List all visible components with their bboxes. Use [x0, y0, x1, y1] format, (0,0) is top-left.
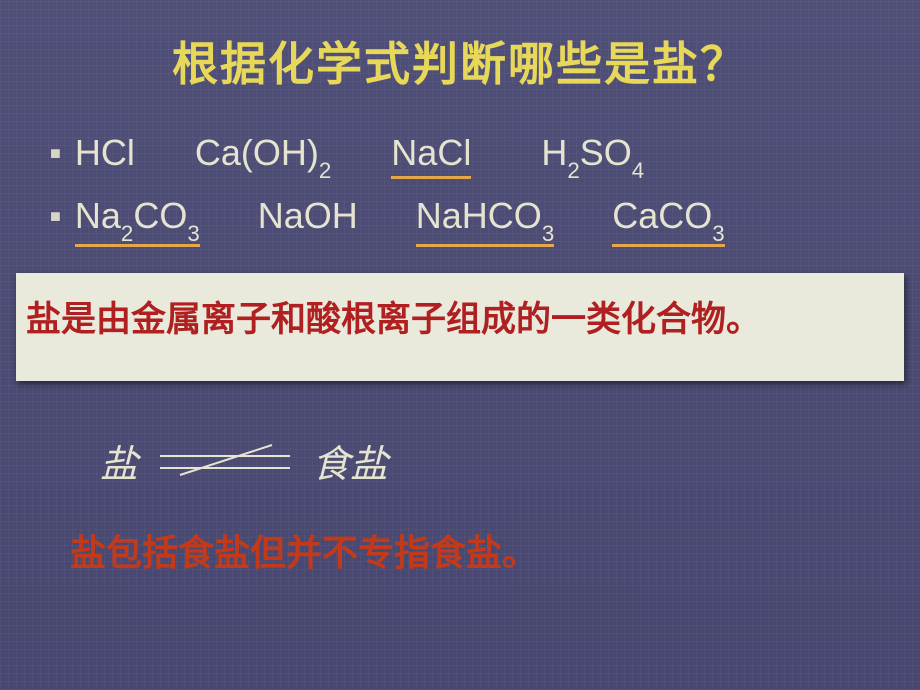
- bullet-square-icon: ■: [50, 143, 61, 164]
- formula-nacl: NaCl: [391, 132, 471, 179]
- not-equal-icon: [160, 441, 290, 481]
- slide-title: 根据化学式判断哪些是盐？: [0, 0, 920, 94]
- formula-h2so4: H2SO4: [541, 132, 644, 181]
- formula-row-2: ■ Na2CO3 NaOH NaHCO3 CaCO3: [50, 195, 880, 247]
- formula-list: ■ HCl Ca(OH)2 NaCl H2SO4 ■ Na2CO3 NaOH N…: [0, 94, 920, 247]
- formula-row-1: ■ HCl Ca(OH)2 NaCl H2SO4: [50, 132, 880, 181]
- slash-icon: [160, 441, 290, 481]
- formula-naoh: NaOH: [258, 195, 358, 239]
- conclusion-text: 盐包括食盐但并不专指食盐。: [0, 524, 920, 576]
- definition-box: 盐是由金属离子和酸根离子组成的一类化合物。: [16, 273, 904, 381]
- formula-na2co3: Na2CO3: [75, 195, 200, 247]
- equation-left: 盐: [100, 433, 138, 488]
- formula-hcl: HCl: [75, 132, 135, 176]
- formula-nahco3: NaHCO3: [416, 195, 554, 247]
- formula-caoh2: Ca(OH)2: [195, 132, 331, 181]
- formula-caco3: CaCO3: [612, 195, 724, 247]
- equation-row: 盐 食盐: [0, 433, 920, 488]
- bullet-square-icon: ■: [50, 206, 61, 227]
- equation-right: 食盐: [312, 433, 388, 488]
